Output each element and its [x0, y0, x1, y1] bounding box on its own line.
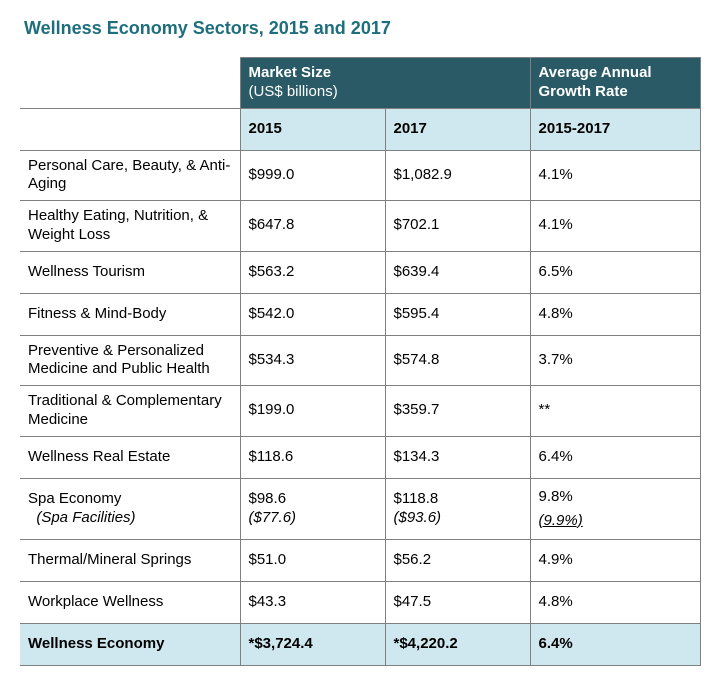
- cell-growth: 4.8%: [530, 581, 700, 623]
- total-2017: *$4,220.2: [385, 623, 530, 665]
- cell-growth: 6.4%: [530, 436, 700, 478]
- cell-2015: $534.3: [240, 335, 385, 386]
- cell-2015: $199.0: [240, 386, 385, 437]
- cell-2015: $43.3: [240, 581, 385, 623]
- cell-sector: Personal Care, Beauty, & Anti-Aging: [20, 150, 240, 201]
- total-2015: *$3,724.4: [240, 623, 385, 665]
- cell-2015: $647.8: [240, 201, 385, 252]
- header-blank-2: [20, 108, 240, 150]
- table-row: Fitness & Mind-Body$542.0$595.44.8%: [20, 293, 700, 335]
- cell-2017: $639.4: [385, 251, 530, 293]
- spa-2017-sub: ($93.6): [394, 509, 442, 526]
- cell-sector: Spa Economy (Spa Facilities): [20, 478, 240, 539]
- cell-2017: $56.2: [385, 539, 530, 581]
- cell-2015: $563.2: [240, 251, 385, 293]
- spa-growth-main: 9.8%: [539, 488, 573, 505]
- table-row-spa: Spa Economy (Spa Facilities) $98.6 ($77.…: [20, 478, 700, 539]
- cell-growth: 3.7%: [530, 335, 700, 386]
- header-market-size: Market Size (US$ billions): [240, 58, 530, 109]
- page-title: Wellness Economy Sectors, 2015 and 2017: [24, 18, 703, 39]
- col-growth-period: 2015-2017: [530, 108, 700, 150]
- cell-2017: $134.3: [385, 436, 530, 478]
- total-growth: 6.4%: [530, 623, 700, 665]
- cell-2015: $51.0: [240, 539, 385, 581]
- spa-sector-sub: (Spa Facilities): [36, 509, 135, 526]
- total-row: Wellness Economy *$3,724.4 *$4,220.2 6.4…: [20, 623, 700, 665]
- cell-2015: $98.6 ($77.6): [240, 478, 385, 539]
- cell-growth: 4.8%: [530, 293, 700, 335]
- cell-growth: **: [530, 386, 700, 437]
- spa-2015-main: $98.6: [249, 490, 287, 507]
- cell-growth: 6.5%: [530, 251, 700, 293]
- table-row: Wellness Real Estate$118.6$134.36.4%: [20, 436, 700, 478]
- cell-sector: Workplace Wellness: [20, 581, 240, 623]
- spa-sector-main: Spa Economy: [28, 490, 121, 507]
- table-row: Traditional & Complementary Medicine$199…: [20, 386, 700, 437]
- cell-sector: Thermal/Mineral Springs: [20, 539, 240, 581]
- cell-growth: 4.9%: [530, 539, 700, 581]
- cell-sector: Wellness Tourism: [20, 251, 240, 293]
- cell-sector: Healthy Eating, Nutrition, & Weight Loss: [20, 201, 240, 252]
- col-2015: 2015: [240, 108, 385, 150]
- cell-sector: Fitness & Mind-Body: [20, 293, 240, 335]
- table-row: Workplace Wellness$43.3$47.54.8%: [20, 581, 700, 623]
- cell-2017: $574.8: [385, 335, 530, 386]
- cell-2017: $359.7: [385, 386, 530, 437]
- cell-growth: 9.8% (9.9%): [530, 478, 700, 539]
- cell-2017: $702.1: [385, 201, 530, 252]
- header-blank: [20, 58, 240, 109]
- cell-2017: $118.8 ($93.6): [385, 478, 530, 539]
- wellness-table: Market Size (US$ billions) Average Annua…: [20, 57, 701, 666]
- table-row: Healthy Eating, Nutrition, & Weight Loss…: [20, 201, 700, 252]
- spa-growth-sub: (9.9%): [539, 512, 583, 529]
- market-size-sub: (US$ billions): [249, 83, 338, 100]
- cell-2017: $47.5: [385, 581, 530, 623]
- cell-2015: $999.0: [240, 150, 385, 201]
- table-row: Personal Care, Beauty, & Anti-Aging$999.…: [20, 150, 700, 201]
- header-growth: Average Annual Growth Rate: [530, 58, 700, 109]
- cell-growth: 4.1%: [530, 201, 700, 252]
- col-2017: 2017: [385, 108, 530, 150]
- cell-sector: Traditional & Complementary Medicine: [20, 386, 240, 437]
- header-row-2: 2015 2017 2015-2017: [20, 108, 700, 150]
- cell-2015: $118.6: [240, 436, 385, 478]
- spa-2015-sub: ($77.6): [249, 509, 297, 526]
- table-row: Wellness Tourism$563.2$639.46.5%: [20, 251, 700, 293]
- cell-sector: Preventive & Personalized Medicine and P…: [20, 335, 240, 386]
- cell-2017: $1,082.9: [385, 150, 530, 201]
- header-row-1: Market Size (US$ billions) Average Annua…: [20, 58, 700, 109]
- growth-label: Average Annual Growth Rate: [539, 64, 652, 100]
- cell-2015: $542.0: [240, 293, 385, 335]
- cell-2017: $595.4: [385, 293, 530, 335]
- table-row: Preventive & Personalized Medicine and P…: [20, 335, 700, 386]
- spa-2017-main: $118.8: [394, 490, 439, 507]
- total-label: Wellness Economy: [20, 623, 240, 665]
- cell-sector: Wellness Real Estate: [20, 436, 240, 478]
- table-row: Thermal/Mineral Springs$51.0$56.24.9%: [20, 539, 700, 581]
- market-size-label: Market Size: [249, 64, 332, 81]
- cell-growth: 4.1%: [530, 150, 700, 201]
